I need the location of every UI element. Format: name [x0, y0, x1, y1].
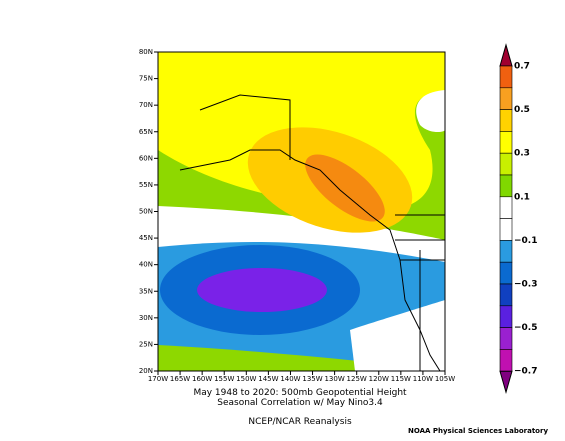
- lat-label: 45N: [139, 234, 153, 242]
- colorbar-segment: [499, 196, 513, 219]
- colorbar-label: −0.5: [514, 323, 537, 333]
- lat-label: 60N: [139, 154, 153, 162]
- lon-label: 115W: [391, 375, 411, 383]
- lat-label: 30N: [139, 314, 153, 322]
- title-line: May 1948 to 2020: 500mb Geopotential Hei…: [193, 388, 407, 398]
- lon-label: 140W: [280, 375, 300, 383]
- lat-label: 20N: [139, 367, 153, 375]
- map-field: [158, 52, 445, 371]
- lat-label: 50N: [139, 208, 153, 216]
- colorbar-end: [499, 370, 513, 395]
- lon-label: 110W: [413, 375, 433, 383]
- lat-label: 65N: [139, 128, 153, 136]
- colorbar-segment: [499, 87, 513, 110]
- colorbar-segment: [499, 152, 513, 176]
- colorbar-segment: [499, 131, 513, 154]
- colorbar-label: −0.1: [514, 236, 537, 246]
- lon-label: 165W: [170, 375, 190, 383]
- colorbar-label: 0.1: [514, 192, 530, 202]
- colorbar-segment: [499, 109, 513, 132]
- lat-label: 70N: [139, 101, 153, 109]
- lon-label: 145W: [258, 375, 278, 383]
- source: NCEP/NCAR Reanalysis: [248, 417, 352, 427]
- lat-label: 40N: [139, 261, 153, 269]
- lon-label: 150W: [236, 375, 256, 383]
- lon-label: 160W: [192, 375, 212, 383]
- colorbar-label: 0.5: [514, 105, 530, 115]
- lon-label: 130W: [324, 375, 344, 383]
- lat-label: 55N: [139, 181, 153, 189]
- colorbar-label: −0.7: [514, 367, 537, 377]
- title-line: Seasonal Correlation w/ May Nino3.4: [217, 398, 383, 408]
- colorbar-label: 0.3: [514, 149, 530, 159]
- colorbar-segment: [499, 174, 513, 198]
- lon-label: 105W: [435, 375, 455, 383]
- colorbar-segment: [499, 283, 513, 307]
- lat-label: 75N: [139, 75, 153, 83]
- credit: NOAA Physical Sciences Laboratory: [408, 427, 548, 435]
- lat-label: 25N: [139, 340, 153, 348]
- colorbar-segment: [499, 327, 513, 350]
- lat-label: 80N: [139, 48, 153, 56]
- lon-label: 135W: [302, 375, 322, 383]
- colorbar-label: 0.7: [514, 62, 530, 72]
- colorbar-segment: [499, 65, 513, 89]
- colorbar-segment: [499, 261, 513, 285]
- lon-label: 120W: [369, 375, 389, 383]
- lon-label: 170W: [148, 375, 168, 383]
- colorbar-end: [499, 43, 513, 67]
- colorbar: 0.7 0.5 0.3 0.1 −0.1 −0.3 −0.5 −0.7: [499, 43, 537, 395]
- colorbar-label: −0.3: [514, 280, 537, 290]
- colorbar-segment: [499, 240, 513, 263]
- colorbar-segment: [499, 349, 513, 372]
- lat-label: 35N: [139, 287, 153, 295]
- colorbar-segment: [499, 218, 513, 241]
- lon-label: 125W: [347, 375, 367, 383]
- lon-label: 155W: [214, 375, 234, 383]
- colorbar-segment: [499, 305, 513, 328]
